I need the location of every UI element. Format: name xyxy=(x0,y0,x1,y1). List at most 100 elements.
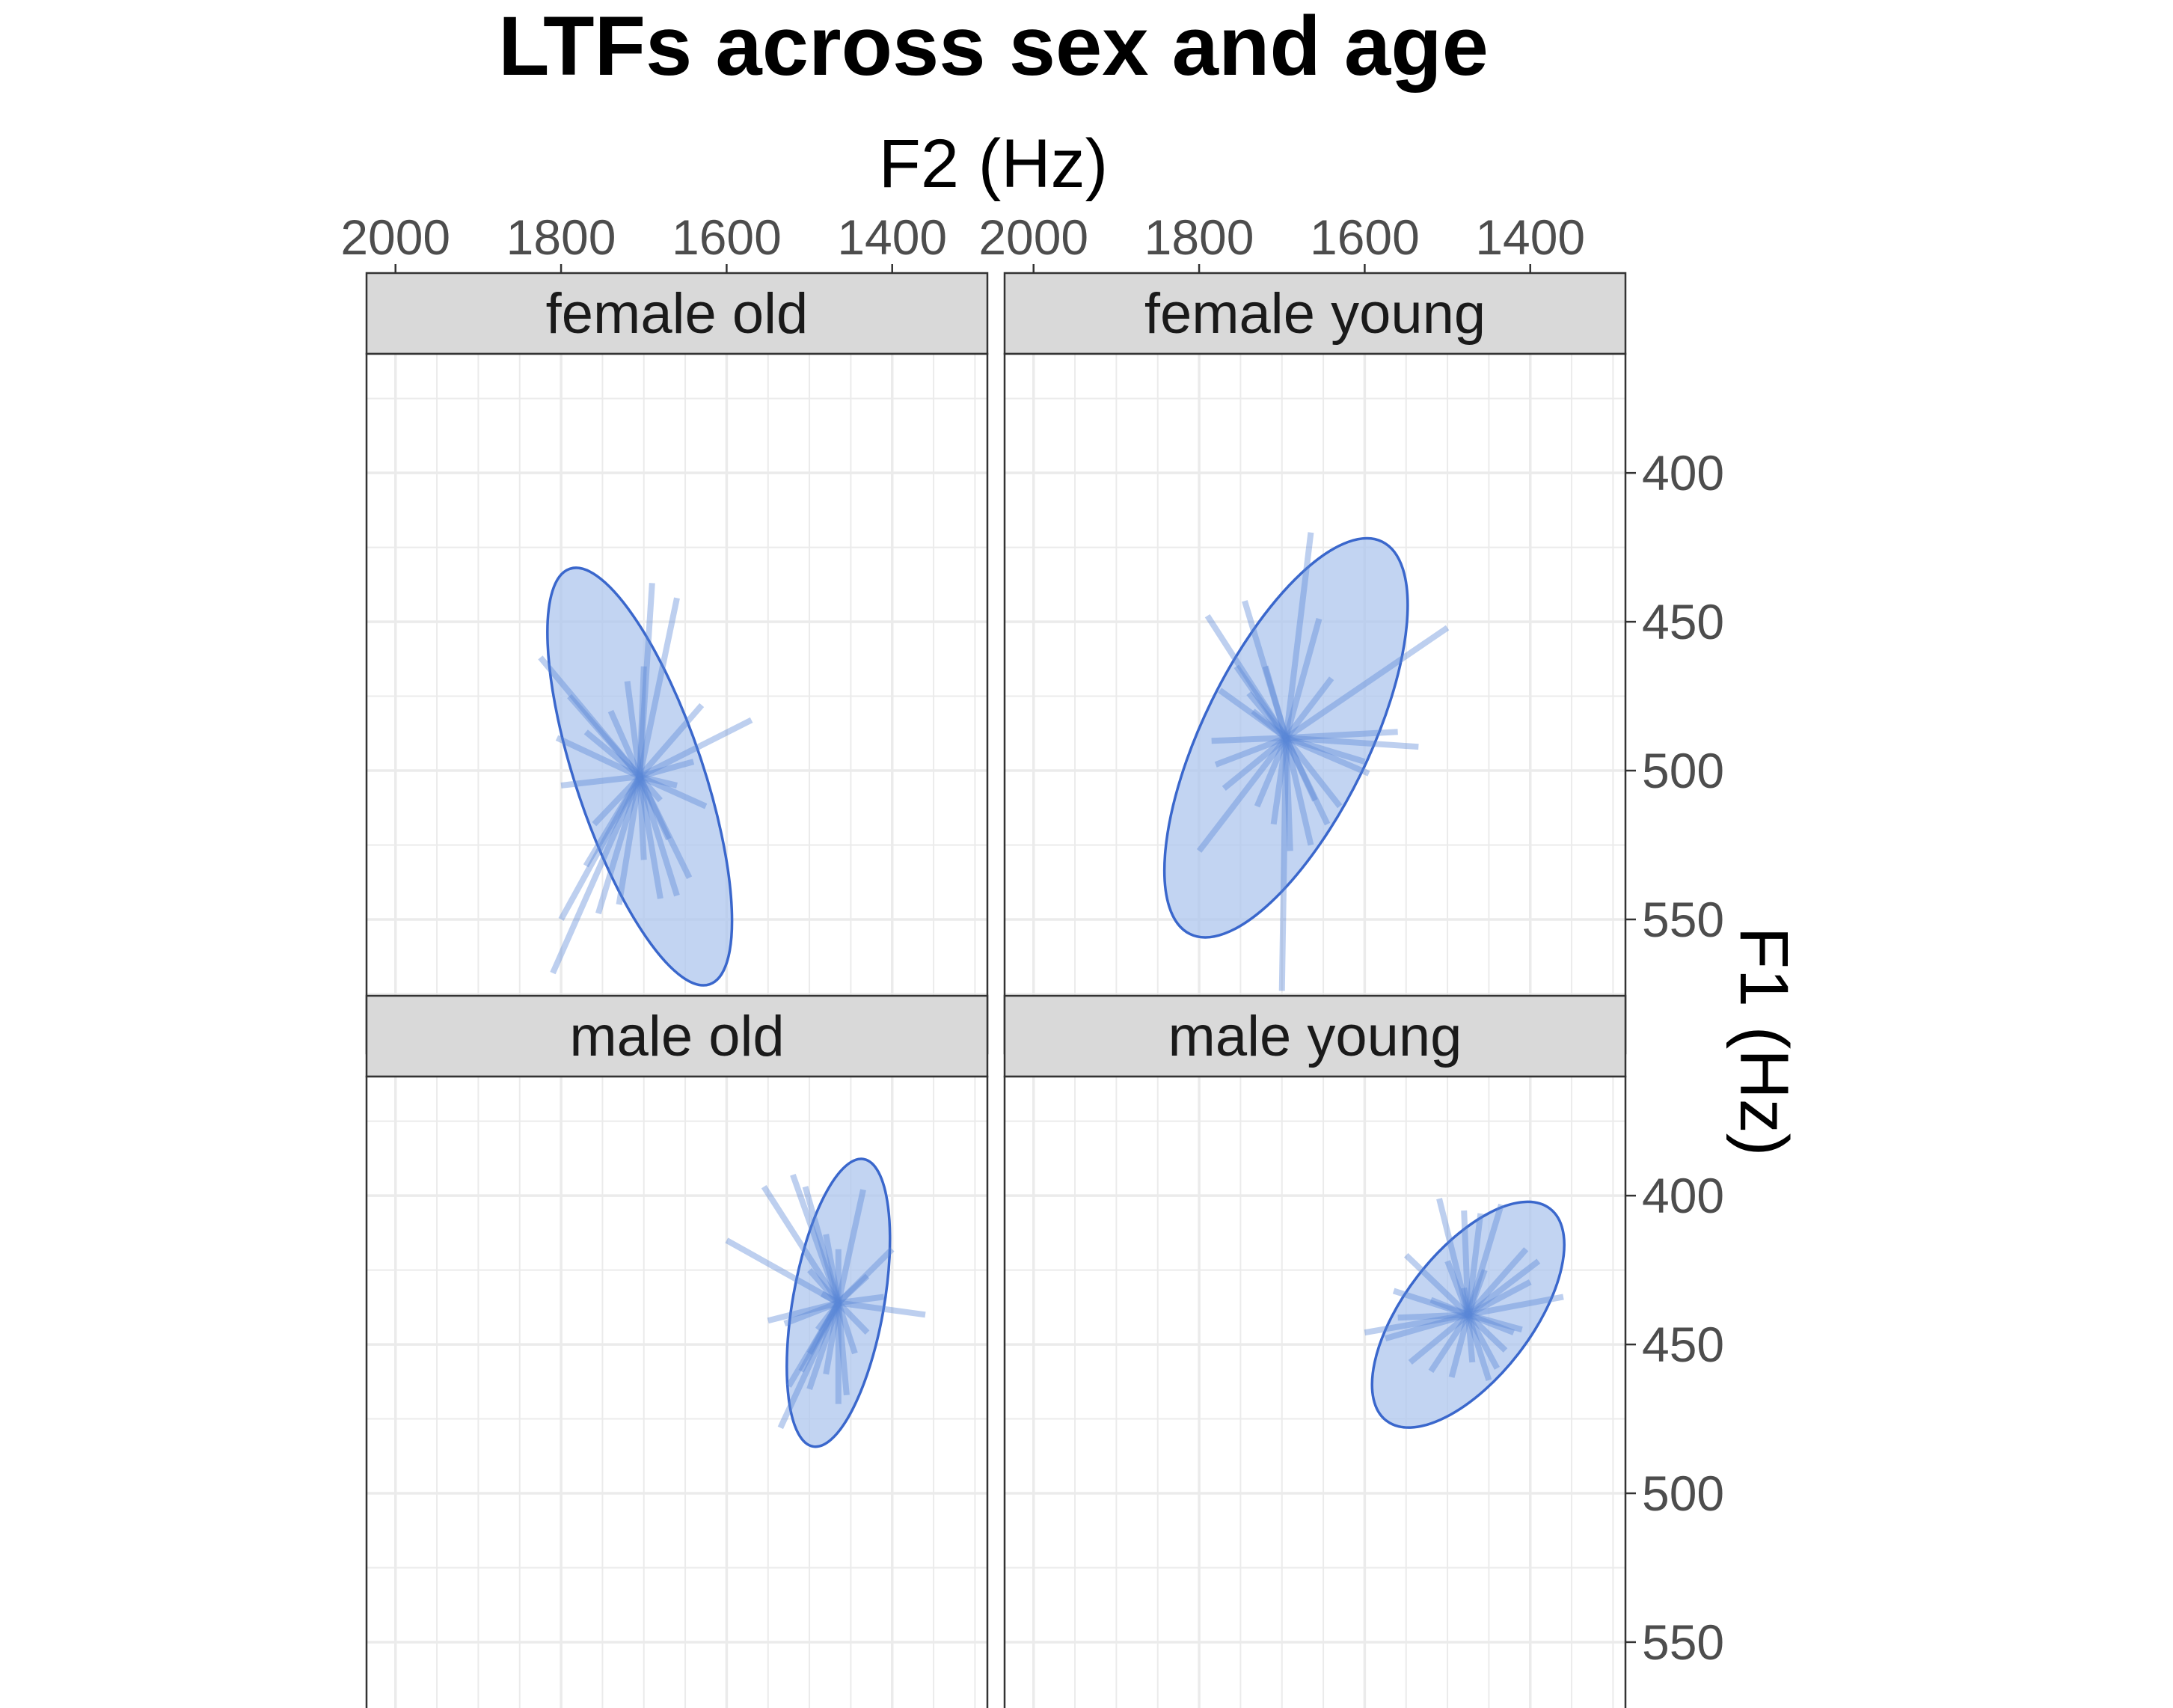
spoke-line xyxy=(1467,1311,1515,1335)
panel-border xyxy=(365,1075,989,1708)
spoke-line xyxy=(583,729,642,780)
spoke-line xyxy=(806,1301,842,1356)
x-tick-label: 1600 xyxy=(672,209,782,265)
spoke-line xyxy=(637,776,647,860)
spoke-line xyxy=(725,1237,840,1306)
spoke-line xyxy=(1286,729,1398,741)
spoke-line xyxy=(838,1294,885,1306)
spoke-line xyxy=(1466,1279,1532,1317)
spoke-line xyxy=(802,1186,842,1304)
spoke-line xyxy=(1467,1294,1564,1318)
spoke-line xyxy=(1428,1313,1471,1374)
spoke-line xyxy=(558,775,643,921)
spoke-line xyxy=(1283,736,1331,826)
spoke-line xyxy=(1408,1312,1471,1365)
spoke-line xyxy=(1285,735,1419,750)
x-tick-label: 1600 xyxy=(1310,209,1420,265)
spoke-line xyxy=(835,1303,850,1396)
spoke-line xyxy=(1461,1287,1471,1315)
spoke-line xyxy=(637,775,680,897)
spoke-line xyxy=(639,774,678,789)
spoke-line xyxy=(1465,1313,1500,1370)
spoke-line xyxy=(835,1189,866,1304)
panel-female-young: female young xyxy=(1003,272,1627,1055)
spoke-line xyxy=(555,735,641,780)
spoke-line xyxy=(1467,1311,1523,1333)
spoke-line xyxy=(767,1300,839,1324)
spoke-line xyxy=(823,1234,842,1304)
spoke-line xyxy=(1284,735,1343,809)
spoke-line xyxy=(1283,532,1314,738)
spoke-line xyxy=(1218,688,1288,741)
spoke-line xyxy=(637,703,705,779)
spoke-line xyxy=(1466,1258,1541,1317)
y-tick-label: 500 xyxy=(1642,743,1724,798)
spoke-line xyxy=(1283,737,1314,846)
spoke-line xyxy=(1242,600,1290,739)
spoke-line xyxy=(1444,1260,1471,1316)
spoke-line xyxy=(1254,736,1289,808)
spoke-line xyxy=(1465,1203,1504,1316)
spokes xyxy=(538,583,753,975)
x-tick-label: 2000 xyxy=(340,209,450,265)
spoke-line xyxy=(607,709,643,778)
spoke-line xyxy=(820,1291,840,1306)
strip-label: female old xyxy=(546,282,809,346)
spoke-line xyxy=(1284,676,1334,740)
gridlines xyxy=(367,1077,987,1708)
spoke-line xyxy=(807,1267,841,1306)
strip-label: female young xyxy=(1144,282,1486,346)
spoke-line xyxy=(1384,1311,1469,1341)
y-tick-label: 450 xyxy=(1642,594,1724,649)
spoke-line xyxy=(1448,1314,1471,1378)
spoke-line xyxy=(1233,664,1289,740)
y-tick-label: 400 xyxy=(1642,445,1724,501)
spoke-line xyxy=(583,774,643,868)
spoke-line xyxy=(815,1300,841,1332)
facet-panels: female old female young male old male young xyxy=(365,272,1627,1708)
spoke-line xyxy=(798,1301,842,1373)
spoke-line xyxy=(567,694,643,779)
panel-background xyxy=(1005,1077,1625,1708)
spoke-line xyxy=(1465,1247,1529,1317)
spoke-line xyxy=(1270,737,1290,825)
spoke-line xyxy=(836,1300,870,1335)
spoke-line xyxy=(637,597,680,777)
spoke-line xyxy=(761,1185,842,1305)
spoke-line xyxy=(1262,665,1290,739)
spoke-line xyxy=(806,1302,842,1391)
y-tick-label: 500 xyxy=(1642,1466,1724,1521)
spoke-line xyxy=(1222,735,1288,791)
strip-label: male young xyxy=(1168,1005,1462,1068)
spoke-line xyxy=(1403,1252,1471,1317)
spoke-line xyxy=(592,774,643,827)
spoke-line xyxy=(1364,1311,1469,1336)
spoke-line xyxy=(1204,613,1289,740)
spoke-line xyxy=(777,1301,842,1430)
y-tick-label: 450 xyxy=(1642,1317,1724,1372)
confidence-ellipse xyxy=(785,1157,892,1448)
spoke-line xyxy=(1211,735,1287,744)
y-tick-label: 550 xyxy=(1642,1614,1724,1670)
spoke-line xyxy=(638,774,708,809)
spoke-line xyxy=(1461,1210,1471,1315)
spoke-line xyxy=(624,681,643,777)
spoke-line xyxy=(1278,738,1290,991)
spokes xyxy=(725,1173,926,1430)
y-axis-ticks: 400 450 500 550 400 450 500 550 xyxy=(1625,445,1724,1670)
spoke-line xyxy=(638,717,753,780)
x-tick-label: 2000 xyxy=(978,209,1088,265)
spoke-line xyxy=(637,775,693,880)
x-axis-title: F2 (Hz) xyxy=(879,126,1109,202)
strip-label: male old xyxy=(569,1005,784,1068)
spoke-line xyxy=(538,655,643,779)
spoke-line xyxy=(823,1302,842,1375)
spoke-line xyxy=(835,1302,858,1355)
spoke-line xyxy=(1465,1314,1476,1363)
spoke-line xyxy=(1283,736,1318,802)
x-tick-label: 1400 xyxy=(837,209,947,265)
panel-male-old: male old xyxy=(365,994,989,1708)
spoke-line xyxy=(838,1300,926,1318)
panel-background xyxy=(367,1077,987,1708)
